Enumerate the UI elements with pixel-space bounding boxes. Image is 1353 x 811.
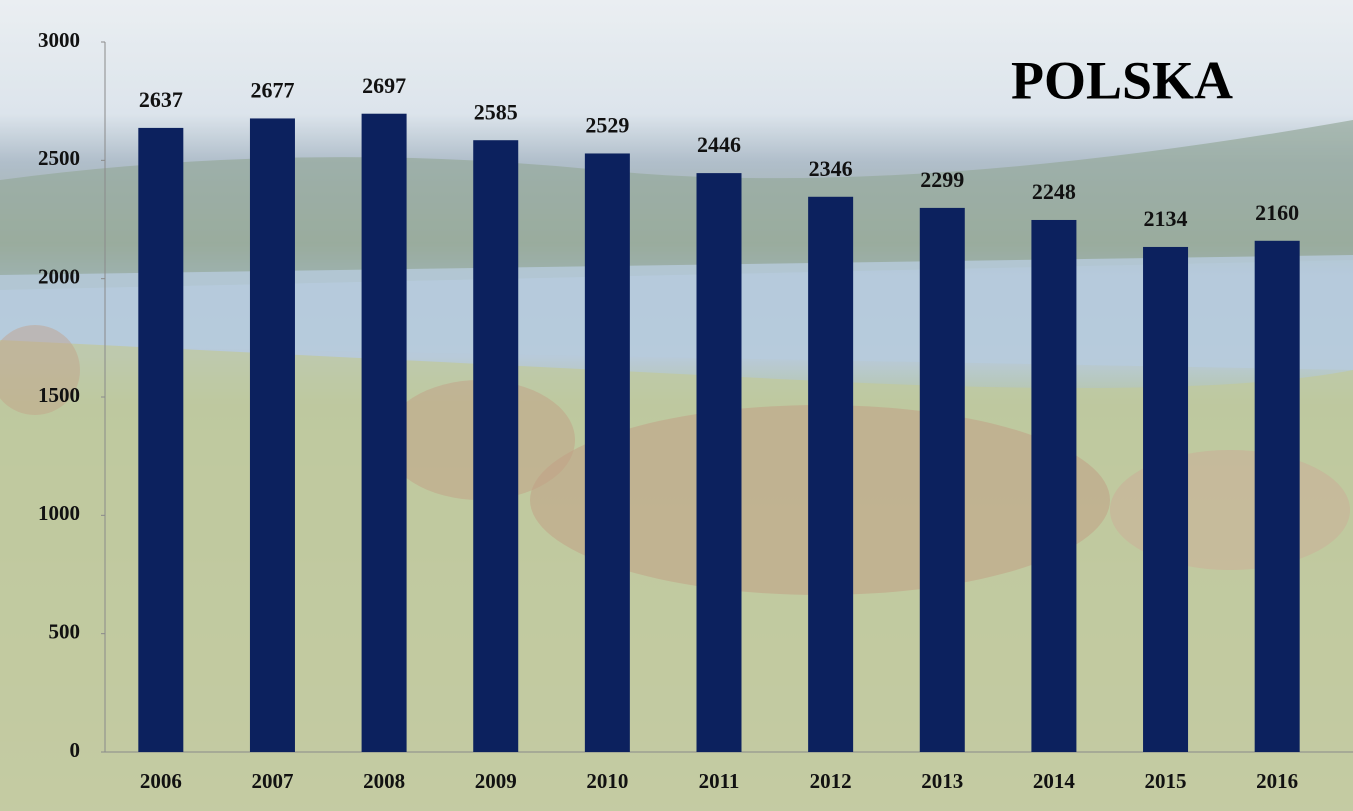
y-tick-label: 500 — [49, 619, 81, 643]
value-label: 2248 — [1032, 179, 1076, 204]
chart-title: POLSKA — [1011, 50, 1233, 110]
value-label: 2446 — [697, 132, 741, 157]
x-tick-label: 2012 — [810, 769, 852, 793]
value-label: 2134 — [1144, 206, 1188, 231]
value-label: 2585 — [474, 99, 518, 124]
x-tick-label: 2015 — [1145, 769, 1187, 793]
x-tick-label: 2016 — [1256, 769, 1298, 793]
y-tick-label: 0 — [70, 738, 81, 762]
value-label: 2637 — [139, 87, 183, 112]
bar — [250, 118, 295, 752]
y-tick-label: 1500 — [38, 383, 80, 407]
bar — [697, 173, 742, 752]
x-tick-label: 2007 — [251, 769, 293, 793]
y-tick-label: 2000 — [38, 264, 80, 288]
value-label: 2299 — [920, 167, 964, 192]
bar — [1031, 220, 1076, 752]
bar — [920, 208, 965, 752]
x-tick-label: 2006 — [140, 769, 182, 793]
chart: POLSKA 0 500 1000 1500 2000 2500 3000 2006 2637 2… — [0, 0, 1353, 811]
value-label: 2529 — [585, 113, 629, 138]
y-tick-label: 2500 — [38, 146, 80, 170]
value-label: 2160 — [1255, 200, 1299, 225]
bar — [473, 140, 518, 752]
bar — [1255, 241, 1300, 752]
y-tick-label: 3000 — [38, 28, 80, 52]
value-label: 2677 — [250, 77, 294, 102]
x-tick-label: 2014 — [1033, 769, 1076, 793]
x-tick-label: 2009 — [475, 769, 517, 793]
x-tick-label: 2008 — [363, 769, 405, 793]
x-tick-label: 2010 — [586, 769, 628, 793]
bar — [362, 114, 407, 752]
value-label: 2346 — [809, 156, 853, 181]
value-label: 2697 — [362, 73, 406, 98]
y-tick-label: 1000 — [38, 501, 80, 525]
bar — [1143, 247, 1188, 752]
bar — [808, 197, 853, 752]
bar — [585, 153, 630, 752]
x-tick-label: 2013 — [921, 769, 963, 793]
bar — [138, 128, 183, 752]
x-tick-label: 2011 — [699, 769, 740, 793]
